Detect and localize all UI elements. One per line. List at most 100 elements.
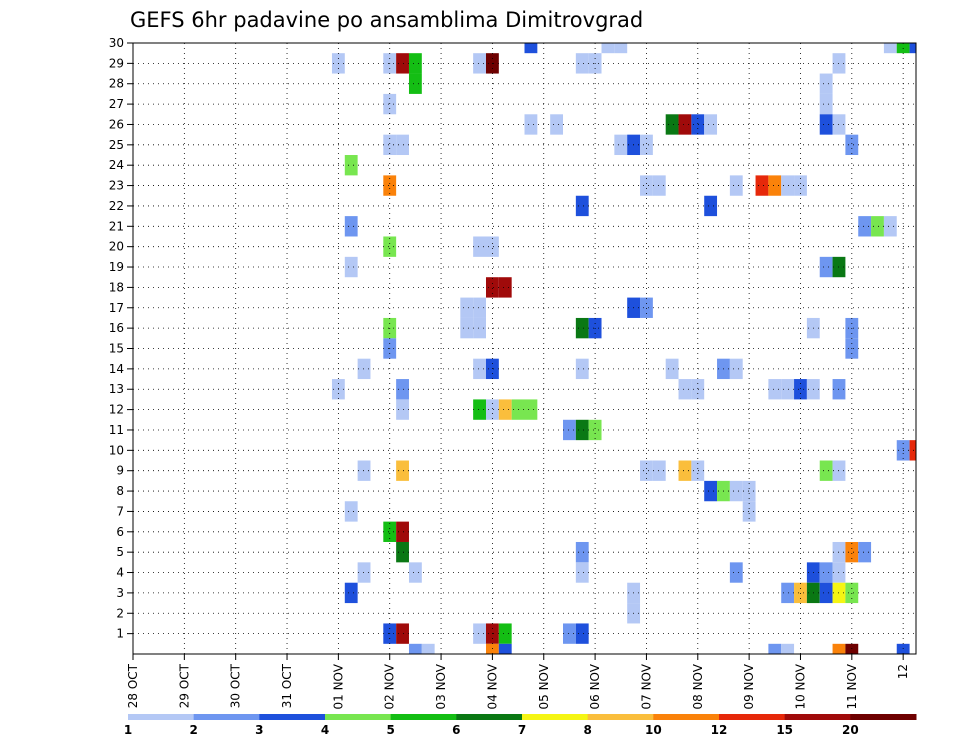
heatmap-cell [742,480,756,502]
x-tick-label: 11 NOV [845,663,859,709]
heatmap-cell [460,297,474,318]
colorbar-swatch [719,714,786,720]
heatmap-cells [331,43,916,654]
colorbar-label: 7 [518,723,526,737]
heatmap-cell [819,582,833,604]
heatmap-cell [819,562,833,583]
heatmap-cell [614,134,628,156]
heatmap-cell [819,256,833,278]
heatmap-cell [498,277,512,298]
heatmap-cell [473,236,486,257]
heatmap-cell [498,623,512,644]
heatmap-cell [575,195,589,217]
heatmap-cell [396,460,409,481]
heatmap-cell [473,358,486,380]
y-tick-label: 15 [109,342,124,356]
colorbar-swatch [653,714,720,720]
heatmap-cell [575,358,589,380]
heatmap-cell [563,623,576,644]
heatmap-cell [858,541,872,563]
x-tick-label: 30 OCT [229,663,243,708]
y-tick-label: 22 [109,199,124,213]
heatmap-cell [396,623,409,644]
heatmap-cell [819,114,833,135]
colorbar-swatch [784,714,851,720]
y-tick-label: 20 [109,240,124,254]
y-tick-label: 28 [109,77,124,91]
heatmap-cell [357,460,371,481]
heatmap-cell [871,216,884,237]
heatmap-cell [652,175,666,196]
y-tick-label: 2 [116,606,124,620]
heatmap-cell [408,643,422,654]
heatmap-cell [473,623,486,644]
heatmap-cell [742,501,756,522]
heatmap-cell [678,460,692,481]
heatmap-cell [357,358,371,380]
heatmap-cell [794,379,807,400]
heatmap-cell [883,43,897,54]
heatmap-cell [485,399,499,420]
heatmap-cell [396,541,409,563]
heatmap-cell [396,134,409,156]
heatmap-cell [524,114,538,135]
y-tick-label: 17 [109,301,124,315]
heatmap-cell [396,399,409,420]
heatmap-cell [640,134,653,156]
heatmap-cell [575,53,589,74]
heatmap-cell [383,93,397,115]
heatmap-cell [768,379,782,400]
y-tick-label: 7 [116,504,124,518]
heatmap-cell [357,562,371,583]
heatmap-cell [781,175,795,196]
heatmap-cell [794,175,807,196]
heatmap-cell [640,175,653,196]
heatmap-cell [550,114,564,135]
x-tick-label: 07 NOV [639,663,653,709]
heatmap-cell [575,541,589,563]
y-tick-label: 23 [109,179,124,193]
y-tick-label: 16 [109,321,124,335]
colorbar-swatch [456,714,523,720]
heatmap-cell [729,175,743,196]
colorbar-swatch [587,714,654,720]
heatmap-cell [883,216,897,237]
colorbar-label: 5 [386,723,394,737]
heatmap-cell [524,399,538,420]
heatmap-cell [819,73,833,94]
heatmap-cell [729,562,743,583]
heatmap-cell [408,562,422,583]
heatmap-cell [344,216,358,237]
y-tick-label: 25 [109,138,124,152]
heatmap-cell [421,643,435,654]
heatmap-cell [755,175,769,196]
colorbar-label: 8 [583,723,591,737]
heatmap-cell [691,114,705,135]
colorbar-label: 4 [321,723,329,737]
heatmap-cell [678,379,692,400]
x-tick-label: 06 NOV [588,663,602,709]
colorbar-swatch [522,714,589,720]
heatmap-cell [344,155,358,176]
x-tick-label: 01 NOV [331,663,345,709]
heatmap-cell [614,43,628,54]
heatmap-cell [396,379,409,400]
colorbar-swatch [850,714,917,720]
y-tick-label: 11 [109,423,124,437]
y-tick-label: 3 [116,586,124,600]
heatmap-cell [781,582,795,604]
heatmap-cell [344,256,358,278]
colorbar-swatch [390,714,457,720]
y-tick-label: 30 [109,36,124,50]
x-tick-label: 28 OCT [126,663,140,708]
heatmap-cell [344,582,358,604]
heatmap-cell [575,419,589,441]
heatmap-cell [665,358,679,380]
heatmap-cell [845,134,859,156]
x-tick-label: 03 NOV [434,663,448,709]
heatmap-cell [344,501,358,522]
heatmap-cell [563,419,576,441]
x-tick-label: 02 NOV [383,663,397,709]
heatmap-cell [845,582,859,604]
colorbar-swatch [325,714,392,720]
